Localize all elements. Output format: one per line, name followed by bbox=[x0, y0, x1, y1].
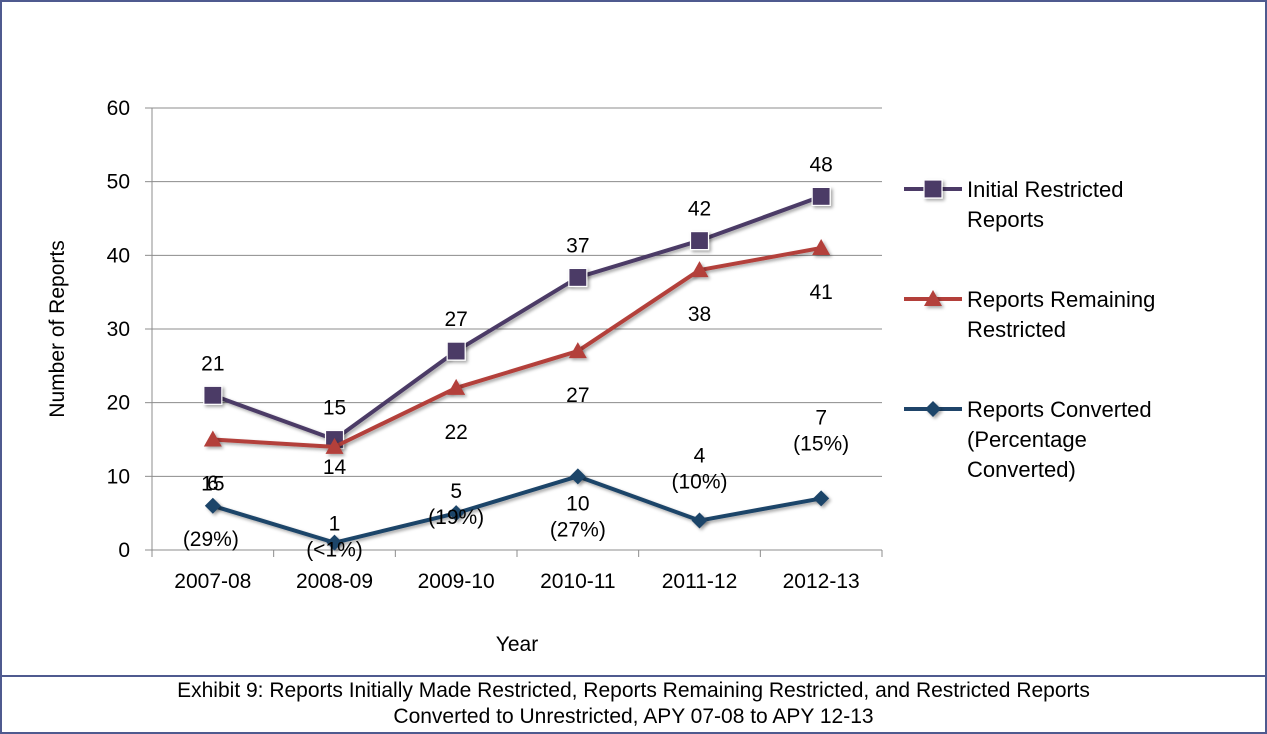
data-point-1-2 bbox=[447, 378, 466, 395]
data-label: 42 bbox=[688, 198, 711, 221]
data-label: 41 bbox=[809, 281, 832, 304]
data-label: 15 bbox=[323, 397, 346, 420]
x-tick-label: 2011-12 bbox=[662, 570, 738, 593]
data-label: 5 bbox=[450, 480, 462, 503]
legend-label: Reports Remaining bbox=[967, 287, 1155, 312]
y-tick-label: 50 bbox=[107, 171, 130, 194]
legend-label: (Percentage bbox=[967, 427, 1087, 452]
data-label: 38 bbox=[688, 303, 711, 326]
data-point-0-0 bbox=[203, 385, 223, 405]
data-point-0-5 bbox=[811, 186, 831, 206]
data-label: (19%) bbox=[428, 506, 484, 529]
chart-area: 0 10 20 30 40 50 60 2007-08 2008-09 2009-10 2010-1… bbox=[2, 2, 1265, 677]
data-label: 14 bbox=[323, 456, 347, 479]
x-tick-label: 2010-11 bbox=[540, 570, 616, 593]
legend-marker-2 bbox=[925, 401, 941, 417]
data-point-2-3 bbox=[569, 468, 586, 485]
legend-label: Reports bbox=[967, 207, 1044, 232]
data-label: 22 bbox=[444, 421, 467, 444]
data-label: (10%) bbox=[671, 471, 727, 494]
data-label: 48 bbox=[809, 153, 832, 176]
data-label: (27%) bbox=[550, 518, 606, 541]
data-point-1-4 bbox=[690, 261, 709, 278]
x-tick-label: 2007-08 bbox=[174, 570, 251, 593]
y-tick-label: 40 bbox=[107, 244, 130, 267]
legend-label: Initial Restricted bbox=[967, 177, 1124, 202]
data-label: (<1%) bbox=[306, 539, 363, 562]
data-label: 27 bbox=[566, 384, 589, 407]
x-tick-label: 2009-10 bbox=[418, 570, 495, 593]
data-label: 1 bbox=[329, 513, 341, 536]
legend-label: Restricted bbox=[967, 317, 1066, 342]
series-line-2 bbox=[212, 474, 822, 545]
data-label: 21 bbox=[201, 352, 224, 375]
legend-label: Reports Converted bbox=[967, 397, 1152, 422]
data-point-1-1 bbox=[325, 437, 344, 454]
data-point-1-3 bbox=[568, 342, 587, 359]
data-label: 15 bbox=[201, 473, 224, 496]
legend-marker-1 bbox=[924, 290, 942, 306]
y-tick-label: 0 bbox=[118, 539, 130, 562]
line-chart: 0 10 20 30 40 50 60 2007-08 2008-09 2009-10 2010-1… bbox=[46, 97, 1155, 656]
series-line-1 bbox=[212, 245, 822, 449]
data-label: 27 bbox=[444, 308, 467, 331]
x-axis-title: Year bbox=[496, 633, 538, 656]
data-point-2-4 bbox=[691, 512, 708, 529]
exhibit-caption: Exhibit 9: Reports Initially Made Restri… bbox=[2, 678, 1265, 730]
caption-line-2: Converted to Unrestricted, APY 07-08 to … bbox=[393, 705, 874, 728]
legend-label: Converted) bbox=[967, 457, 1076, 482]
x-tick-label: 2008-09 bbox=[296, 570, 373, 593]
data-point-1-0 bbox=[203, 430, 222, 447]
data-point-2-5 bbox=[813, 490, 830, 507]
data-label: (29%) bbox=[183, 528, 239, 551]
y-tick-label: 60 bbox=[107, 97, 130, 120]
data-point-0-3 bbox=[568, 267, 588, 288]
data-point-2-0 bbox=[204, 497, 221, 514]
y-tick-label: 10 bbox=[107, 465, 130, 488]
data-point-2-1 bbox=[326, 534, 343, 551]
caption-line-1: Exhibit 9: Reports Initially Made Restri… bbox=[177, 679, 1090, 702]
y-tick-label: 20 bbox=[107, 392, 130, 415]
data-point-2-2 bbox=[448, 505, 465, 522]
data-point-0-4 bbox=[689, 231, 710, 251]
data-point-0-2 bbox=[446, 341, 466, 361]
data-label: 6 bbox=[207, 472, 219, 495]
y-axis-title: Number of Reports bbox=[46, 240, 69, 417]
data-label: 7 bbox=[815, 406, 827, 429]
data-label: 37 bbox=[566, 234, 589, 257]
legend-marker-0 bbox=[923, 179, 943, 199]
data-point-1-5 bbox=[812, 238, 831, 255]
x-tick-label: 2012-13 bbox=[783, 570, 860, 593]
y-tick-label: 30 bbox=[107, 318, 130, 341]
data-label: 10 bbox=[566, 492, 589, 515]
series-line-0 bbox=[212, 194, 822, 442]
data-label: (15%) bbox=[793, 432, 849, 455]
data-label: 4 bbox=[694, 445, 706, 468]
